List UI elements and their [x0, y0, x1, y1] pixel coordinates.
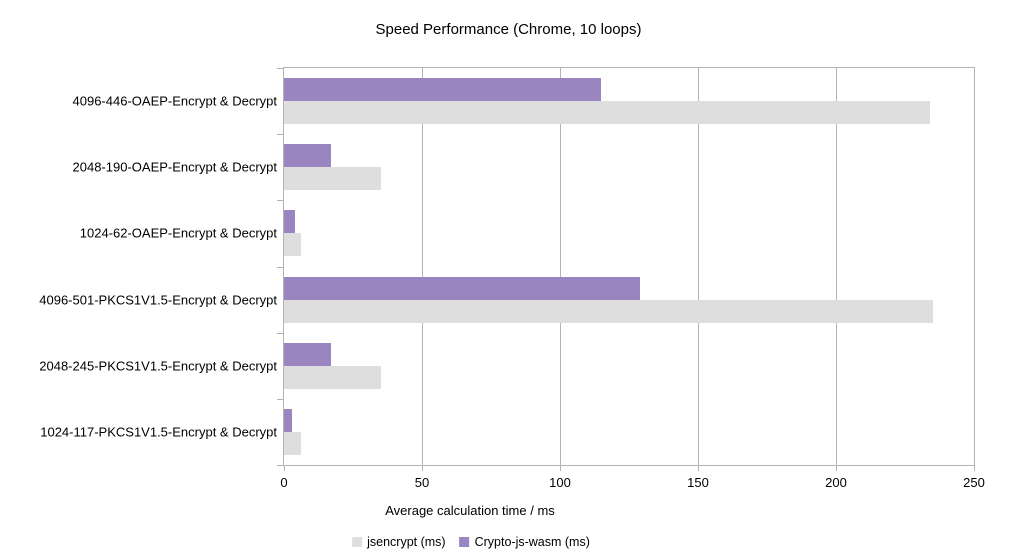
bar-jsencrypt-row5 [284, 431, 301, 455]
y-axis-tick [277, 267, 283, 268]
x-axis-tick [698, 466, 699, 471]
x-axis-tick [560, 466, 561, 471]
gridline-150 [697, 68, 699, 465]
x-tick-label: 250 [963, 475, 985, 490]
gridline-200 [835, 68, 837, 465]
x-tick-label: 100 [549, 475, 571, 490]
gridline-250 [973, 68, 975, 465]
y-axis-tick [277, 333, 283, 334]
legend-label: jsencrypt (ms) [367, 535, 446, 549]
x-tick-label: 200 [825, 475, 847, 490]
x-tick-label: 150 [687, 475, 709, 490]
y-axis-tick [277, 134, 283, 135]
x-axis-tick [836, 466, 837, 471]
legend: jsencrypt (ms) Crypto-js-wasm (ms) [352, 535, 590, 549]
legend-item: jsencrypt (ms) [352, 535, 446, 549]
category-label: 4096-446-OAEP-Encrypt & Decrypt [72, 93, 277, 109]
bar-jsencrypt-row4 [284, 365, 381, 389]
x-axis-title: Average calculation time / ms [385, 503, 555, 518]
bar-jsencrypt-row1 [284, 167, 381, 191]
category-label: 1024-117-PKCS1V1.5-Encrypt & Decrypt [40, 424, 277, 440]
category-label: 2048-190-OAEP-Encrypt & Decrypt [72, 159, 277, 175]
chart-title: Speed Performance (Chrome, 10 loops) [375, 21, 642, 38]
bar-crypto-js-wasm-row4 [284, 342, 331, 366]
legend-label: Crypto-js-wasm (ms) [474, 535, 590, 549]
y-axis-tick [277, 465, 283, 466]
y-axis-tick [277, 200, 283, 201]
bar-crypto-js-wasm-row5 [284, 408, 293, 432]
category-label: 2048-245-PKCS1V1.5-Encrypt & Decrypt [39, 358, 277, 374]
x-tick-label: 0 [280, 475, 288, 490]
plot-area [283, 67, 975, 466]
x-axis-tick [422, 466, 423, 471]
bar-jsencrypt-row0 [284, 101, 930, 125]
gridline-50 [421, 68, 423, 465]
category-label: 4096-501-PKCS1V1.5-Encrypt & Decrypt [39, 292, 277, 308]
bar-crypto-js-wasm-row2 [284, 210, 296, 234]
legend-item: Crypto-js-wasm (ms) [459, 535, 590, 549]
bar-crypto-js-wasm-row1 [284, 144, 331, 168]
y-axis-tick [277, 399, 283, 400]
gridline-100 [559, 68, 561, 465]
legend-swatch-icon [459, 537, 470, 547]
x-axis-tick [284, 466, 285, 471]
x-tick-label: 50 [414, 475, 430, 490]
y-axis-tick [277, 68, 283, 69]
category-label: 1024-62-OAEP-Encrypt & Decrypt [79, 225, 277, 241]
bar-jsencrypt-row2 [284, 233, 301, 257]
x-axis-tick [974, 466, 975, 471]
bar-crypto-js-wasm-row0 [284, 78, 602, 102]
bar-jsencrypt-row3 [284, 299, 933, 323]
bar-crypto-js-wasm-row3 [284, 276, 641, 300]
legend-swatch-icon [352, 537, 363, 547]
